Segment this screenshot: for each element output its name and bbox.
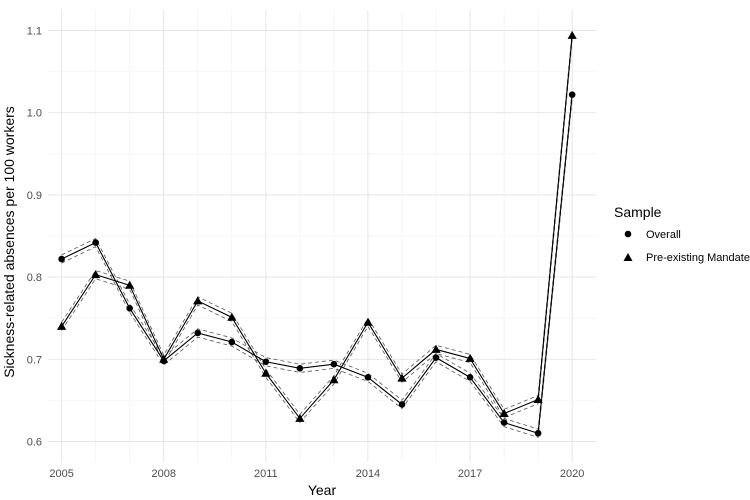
point-pre-existing-mandate: [363, 317, 373, 326]
point-pre-existing-mandate: [397, 373, 407, 382]
y-tick-label: 0.6: [27, 436, 42, 448]
legend-title: Sample: [614, 204, 662, 220]
point-pre-existing-mandate: [159, 354, 169, 363]
x-tick-label: 2008: [151, 468, 175, 480]
grid: [48, 10, 596, 462]
band-lower-overall: [61, 98, 573, 438]
line-overall: [61, 94, 573, 434]
point-overall: [262, 358, 270, 366]
point-overall: [228, 338, 236, 346]
point-overall: [194, 329, 202, 337]
x-tick-label: 2017: [458, 468, 482, 480]
point-pre-existing-mandate: [533, 394, 543, 403]
line-pre-existing-mandate: [61, 35, 573, 420]
x-tick-label: 2014: [356, 468, 380, 480]
point-pre-existing-mandate: [57, 321, 67, 330]
point-pre-existing-mandate: [329, 375, 339, 384]
legend-label-pre-existing-mandate: Pre-existing Mandate: [646, 252, 750, 264]
legend-marker-overall: [624, 230, 632, 238]
point-pre-existing-mandate: [567, 30, 577, 39]
y-tick-label: 0.7: [27, 354, 42, 366]
point-pre-existing-mandate: [227, 312, 237, 321]
point-overall: [534, 429, 542, 437]
x-tick-label: 2005: [49, 468, 73, 480]
x-tick-label: 2020: [560, 468, 584, 480]
point-pre-existing-mandate: [499, 408, 509, 417]
point-pre-existing-mandate: [91, 270, 101, 279]
point-overall: [296, 365, 304, 372]
y-tick-label: 1.1: [27, 26, 42, 38]
point-overall: [92, 239, 99, 246]
band-upper-pre-existing-mandate: [61, 31, 573, 415]
x-axis-ticks: 2005 2008 2011 2014 2017 2020: [49, 468, 584, 480]
band-lower-pre-existing-mandate: [61, 39, 573, 424]
point-pre-existing-mandate: [295, 413, 305, 422]
y-tick-label: 0.9: [27, 190, 42, 202]
point-pre-existing-mandate: [465, 353, 475, 362]
y-axis-ticks: 0.6 0.7 0.8 0.9 1.0 1.1: [27, 26, 42, 449]
point-overall: [568, 91, 576, 98]
confidence-bands: [61, 31, 573, 438]
series-markers: [57, 30, 577, 437]
point-overall: [398, 401, 406, 408]
point-pre-existing-mandate: [193, 296, 203, 305]
y-tick-label: 1.0: [27, 108, 42, 120]
x-tick-label: 2011: [254, 468, 278, 480]
point-overall: [432, 354, 440, 361]
point-pre-existing-mandate: [261, 368, 271, 377]
x-axis-title: Year: [308, 482, 337, 498]
point-overall: [330, 360, 338, 368]
y-axis-title: Sickness-related absences per 100 worker…: [1, 106, 17, 378]
point-pre-existing-mandate: [125, 280, 135, 289]
band-upper-overall: [61, 90, 573, 430]
point-overall: [500, 419, 508, 426]
y-tick-label: 0.8: [27, 272, 42, 284]
point-pre-existing-mandate: [431, 344, 441, 353]
series-lines: [61, 35, 573, 434]
legend-marker-pre-existing-mandate: [623, 253, 633, 261]
point-overall: [126, 305, 133, 312]
point-overall: [58, 255, 65, 263]
point-overall: [364, 374, 372, 381]
point-overall: [466, 374, 474, 381]
legend-label-overall: Overall: [646, 229, 681, 241]
legend: Sample Overall Pre-existing Mandate: [614, 204, 750, 264]
